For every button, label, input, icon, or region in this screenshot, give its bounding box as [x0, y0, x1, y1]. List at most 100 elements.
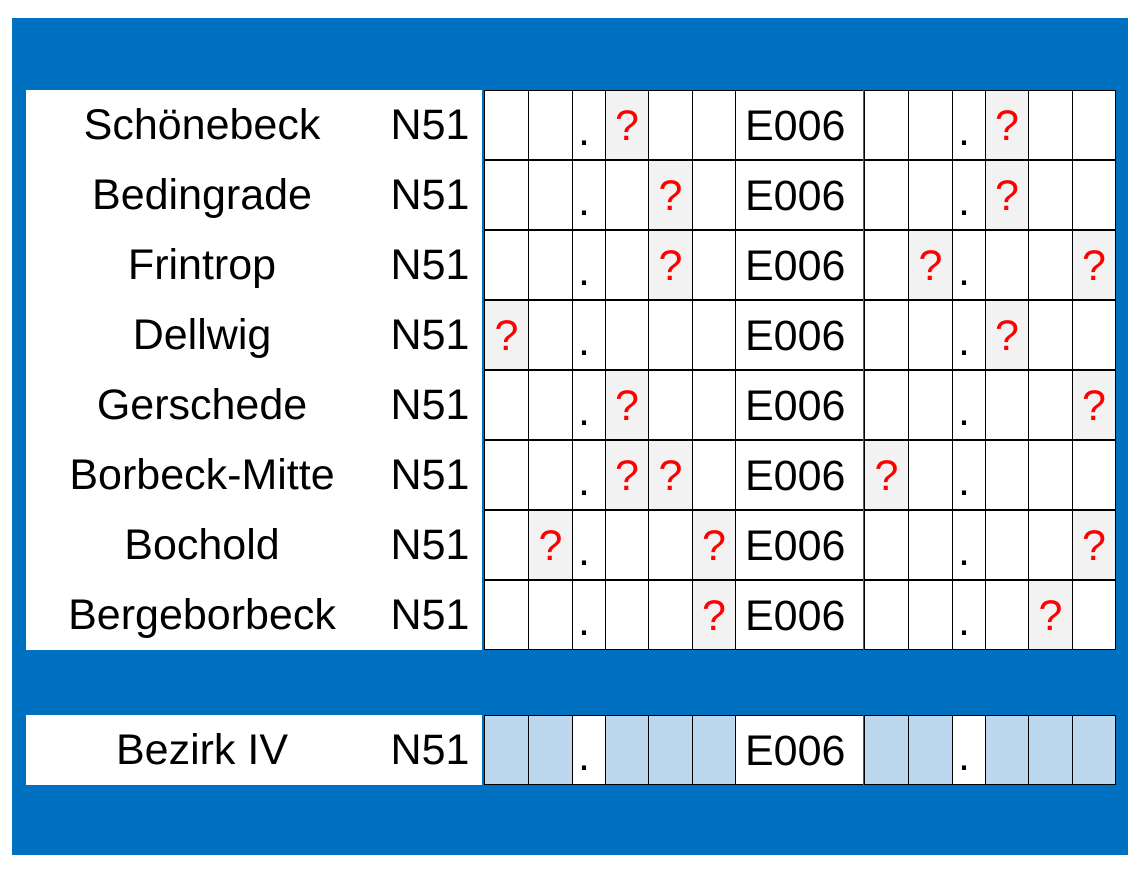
n-digit-box[interactable]: [484, 510, 529, 580]
n-unknown-digit[interactable]: ?: [692, 510, 736, 580]
n-digit-box[interactable]: [528, 370, 573, 440]
n-digit-box[interactable]: [648, 300, 693, 370]
e-digit-box[interactable]: [1028, 300, 1073, 370]
e-unknown-digit[interactable]: ?: [864, 440, 909, 510]
n-digit-box[interactable]: [692, 160, 736, 230]
n-digit-box[interactable]: [648, 580, 693, 650]
e-unknown-digit[interactable]: ?: [1072, 510, 1116, 580]
e-digit-box[interactable]: [908, 160, 953, 230]
e-unknown-digit[interactable]: ?: [1072, 230, 1116, 300]
e-digit-box[interactable]: [1028, 90, 1073, 160]
n-digit-box[interactable]: [484, 580, 529, 650]
n-digit-box[interactable]: [484, 160, 529, 230]
e-digit-box[interactable]: [908, 580, 953, 650]
e-digit-box[interactable]: [864, 580, 909, 650]
e-digit-box[interactable]: [864, 90, 909, 160]
n-digit-box[interactable]: [484, 440, 529, 510]
n-digit-box[interactable]: [648, 510, 693, 580]
e-digit-box[interactable]: [908, 300, 953, 370]
e-unknown-digit[interactable]: ?: [985, 160, 1029, 230]
e-digit-box[interactable]: [1028, 715, 1073, 785]
e-digit-box[interactable]: [864, 300, 909, 370]
n-digit-box[interactable]: [692, 440, 736, 510]
e-digit-box[interactable]: [985, 230, 1029, 300]
n-digit-box[interactable]: [605, 510, 649, 580]
n-digit-box[interactable]: [528, 440, 573, 510]
location-row: Schönebeck N51 E006.?.?: [26, 90, 1116, 160]
e-digit-box[interactable]: [985, 440, 1029, 510]
e-digit-box[interactable]: [908, 370, 953, 440]
e-digit-box[interactable]: [1028, 160, 1073, 230]
n-digit-box[interactable]: [528, 90, 573, 160]
n-digit-box[interactable]: [528, 715, 573, 785]
location-name: Borbeck-Mitte: [26, 440, 378, 510]
e-digit-box[interactable]: [908, 440, 953, 510]
e-digit-box[interactable]: [985, 580, 1029, 650]
e-decimal-point: .: [952, 370, 986, 440]
n-unknown-digit[interactable]: ?: [605, 440, 649, 510]
e-digit-box[interactable]: [1028, 230, 1073, 300]
n-digit-box[interactable]: [605, 715, 649, 785]
location-row: Dellwig N51 E006?..?: [26, 300, 1116, 370]
n-digit-box[interactable]: [692, 230, 736, 300]
n-unknown-digit[interactable]: ?: [605, 370, 649, 440]
e-digit-box[interactable]: [1072, 715, 1116, 785]
e-digit-box[interactable]: [864, 715, 909, 785]
e-unknown-digit[interactable]: ?: [1028, 580, 1073, 650]
n-digit-box[interactable]: [648, 90, 693, 160]
n-unknown-digit[interactable]: ?: [605, 90, 649, 160]
n-digit-box[interactable]: [528, 230, 573, 300]
location-name: Frintrop: [26, 230, 378, 300]
e-digit-box[interactable]: [908, 90, 953, 160]
longitude-prefix: E006: [735, 160, 863, 230]
e-digit-box[interactable]: [1072, 160, 1116, 230]
n-digit-box[interactable]: [648, 370, 693, 440]
e-digit-box[interactable]: [985, 370, 1029, 440]
n-digit-box[interactable]: [692, 370, 736, 440]
n-decimal-point: .: [572, 90, 606, 160]
e-digit-box[interactable]: [908, 510, 953, 580]
n-digit-box[interactable]: [528, 580, 573, 650]
n-digit-box[interactable]: [484, 370, 529, 440]
n-digit-box[interactable]: [692, 300, 736, 370]
n-digit-box[interactable]: [692, 90, 736, 160]
e-digit-box[interactable]: [1072, 580, 1116, 650]
e-digit-box[interactable]: [985, 715, 1029, 785]
n-digit-box[interactable]: [484, 715, 529, 785]
n-digit-box[interactable]: [528, 300, 573, 370]
latitude-prefix: N51: [378, 160, 482, 230]
n-unknown-digit[interactable]: ?: [692, 580, 736, 650]
n-digit-box[interactable]: [648, 715, 693, 785]
e-digit-box[interactable]: [864, 370, 909, 440]
e-digit-box[interactable]: [985, 510, 1029, 580]
e-digit-box[interactable]: [908, 715, 953, 785]
n-digit-box[interactable]: [484, 230, 529, 300]
e-digit-box[interactable]: [864, 160, 909, 230]
n-digit-box[interactable]: [528, 160, 573, 230]
n-unknown-digit[interactable]: ?: [528, 510, 573, 580]
n-unknown-digit[interactable]: ?: [648, 160, 693, 230]
n-digit-box[interactable]: [605, 160, 649, 230]
e-digit-box[interactable]: [864, 230, 909, 300]
e-digit-box[interactable]: [864, 510, 909, 580]
n-digit-box[interactable]: [484, 90, 529, 160]
e-digit-box[interactable]: [1028, 510, 1073, 580]
n-unknown-digit[interactable]: ?: [648, 440, 693, 510]
e-unknown-digit[interactable]: ?: [908, 230, 953, 300]
e-digit-box[interactable]: [1072, 300, 1116, 370]
location-name: Gerschede: [26, 370, 378, 440]
e-unknown-digit[interactable]: ?: [1072, 370, 1116, 440]
e-digit-box[interactable]: [1028, 370, 1073, 440]
n-digit-box[interactable]: [605, 300, 649, 370]
n-digit-box[interactable]: [605, 580, 649, 650]
e-digit-box[interactable]: [1072, 90, 1116, 160]
n-unknown-digit[interactable]: ?: [484, 300, 529, 370]
n-digit-box[interactable]: [692, 715, 736, 785]
e-digit-box[interactable]: [1028, 440, 1073, 510]
n-unknown-digit[interactable]: ?: [648, 230, 693, 300]
e-unknown-digit[interactable]: ?: [985, 300, 1029, 370]
e-decimal-point: .: [952, 580, 986, 650]
e-digit-box[interactable]: [1072, 440, 1116, 510]
e-unknown-digit[interactable]: ?: [985, 90, 1029, 160]
n-digit-box[interactable]: [605, 230, 649, 300]
